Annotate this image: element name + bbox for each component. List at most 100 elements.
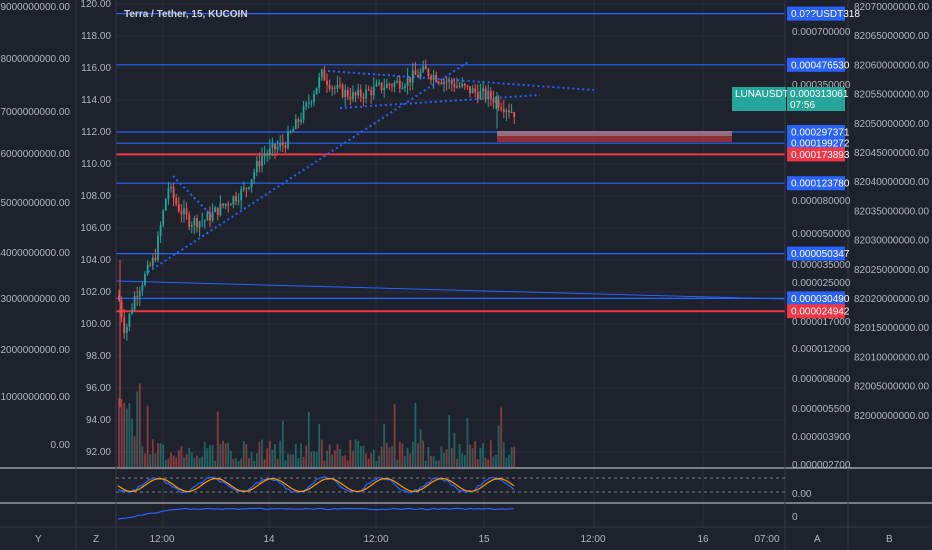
volume-bar	[409, 453, 412, 467]
axis-letter-z[interactable]: Z	[93, 534, 99, 545]
risk-zone	[497, 131, 732, 142]
volume-tick-label: 5000000000.00	[0, 198, 70, 209]
candle-body	[313, 94, 315, 102]
volume-tick-label: 6000000000.00	[0, 149, 70, 160]
price-tick-label: 92.00	[86, 447, 111, 458]
volume-bar	[489, 440, 492, 467]
volume-bar	[463, 455, 466, 467]
time-tick-label: 12:00	[149, 534, 174, 545]
risk-zone-top	[497, 131, 732, 136]
far-right-axis[interactable]: 82070000000.00 82065000000.00 82060000000.…	[854, 2, 930, 422]
candle-body	[385, 83, 388, 89]
volume-bar	[357, 440, 360, 467]
volume-bars	[118, 383, 516, 467]
volume-bar	[417, 443, 419, 467]
volume-bar	[203, 441, 206, 467]
volume-bar	[268, 440, 271, 467]
secondary-tick-label: 0.000003900	[792, 432, 851, 443]
volume-bar	[471, 448, 474, 467]
candle-body	[177, 204, 180, 212]
axis-letter-a[interactable]: A	[814, 534, 821, 545]
candle-body	[310, 101, 313, 103]
secondary-tick-label: 0.000002700	[792, 460, 851, 471]
candle-body	[232, 196, 235, 205]
candle-body	[487, 91, 490, 99]
axis-letter-b[interactable]: B	[886, 534, 893, 545]
time-tick-label: 15	[478, 534, 490, 545]
volume-bar	[136, 391, 139, 467]
time-axis[interactable]: 12:00 14 12:00 15 12:00 16 07:00	[149, 534, 779, 545]
axis-letter-y[interactable]: Y	[35, 534, 42, 545]
candle-body	[380, 82, 383, 91]
candle-body	[263, 155, 266, 157]
candle-body	[466, 85, 469, 87]
candle-body	[445, 81, 448, 83]
candle-body	[245, 187, 248, 189]
secondary-tick-label: 0.000025000	[792, 278, 851, 289]
far-right-tick-label: 82005000000.00	[854, 382, 930, 393]
price-axis[interactable]: 120.00 118.00 116.00 114.00 112.00 110.00 108.…	[80, 0, 111, 458]
far-right-tick-label: 82070000000.00	[854, 2, 930, 13]
candle-body	[170, 186, 172, 189]
candle-body	[357, 89, 360, 96]
candle-body	[448, 80, 451, 82]
volume-bar	[474, 441, 477, 467]
candle-body	[349, 96, 352, 100]
candle-body	[125, 326, 128, 334]
volume-bar	[383, 424, 386, 467]
candle-body	[461, 83, 464, 87]
volume-bar	[469, 444, 471, 467]
lower-indicator-line	[117, 507, 514, 520]
volume-bar	[497, 425, 500, 467]
stochastic-oscillator	[116, 476, 785, 494]
candle-body	[352, 92, 354, 100]
candle-body	[359, 89, 362, 97]
secondary-tick-label: 0.000050000	[792, 229, 851, 240]
candle-body	[508, 110, 510, 113]
horizontal-levels[interactable]	[116, 12, 785, 313]
volume-bar	[255, 453, 258, 467]
candle-body	[294, 119, 297, 130]
candle-body	[201, 220, 204, 222]
candle-body	[437, 81, 440, 83]
candle-body	[469, 86, 471, 94]
candle-body	[144, 273, 146, 285]
candle-body	[497, 99, 500, 108]
candle-body	[297, 119, 300, 123]
volume-bar	[479, 448, 482, 467]
candle-body	[495, 99, 497, 104]
candle-body	[141, 284, 144, 291]
price-tick-label: 120.00	[80, 0, 111, 10]
volume-bar	[367, 458, 370, 467]
volume-tick-label: 2000000000.00	[0, 345, 70, 356]
volume-bar	[510, 447, 513, 467]
volume-bar	[352, 450, 354, 467]
candle-body	[323, 69, 326, 81]
candle-body	[188, 214, 191, 227]
candle-body	[482, 88, 484, 92]
volume-axis[interactable]: 9000000000.00 8000000000.00 7000000000.00 6…	[0, 2, 70, 451]
candle-body	[367, 89, 370, 91]
candle-body	[318, 77, 321, 88]
volume-bar	[227, 442, 230, 467]
volume-bar	[339, 449, 341, 467]
oscillator-k-line	[117, 476, 515, 494]
far-right-tick-label: 82055000000.00	[854, 90, 930, 101]
volume-bar	[279, 440, 282, 467]
volume-bar	[245, 444, 248, 467]
volume-bar	[388, 447, 391, 467]
volume-bar	[349, 439, 352, 467]
volume-bar	[170, 452, 172, 467]
candle-body	[326, 80, 328, 85]
volume-bar	[185, 453, 188, 467]
candle-body	[513, 111, 516, 117]
candle-body	[414, 70, 417, 75]
candle-body	[258, 161, 261, 166]
secondary-axis[interactable]: 0.000700000 0.000350000 0.000080000 0.00005…	[792, 27, 851, 471]
candle-body	[289, 131, 292, 133]
candle-body	[131, 309, 133, 314]
candle-body	[255, 161, 258, 173]
trend-lines	[115, 61, 786, 300]
candle-body	[287, 131, 289, 149]
